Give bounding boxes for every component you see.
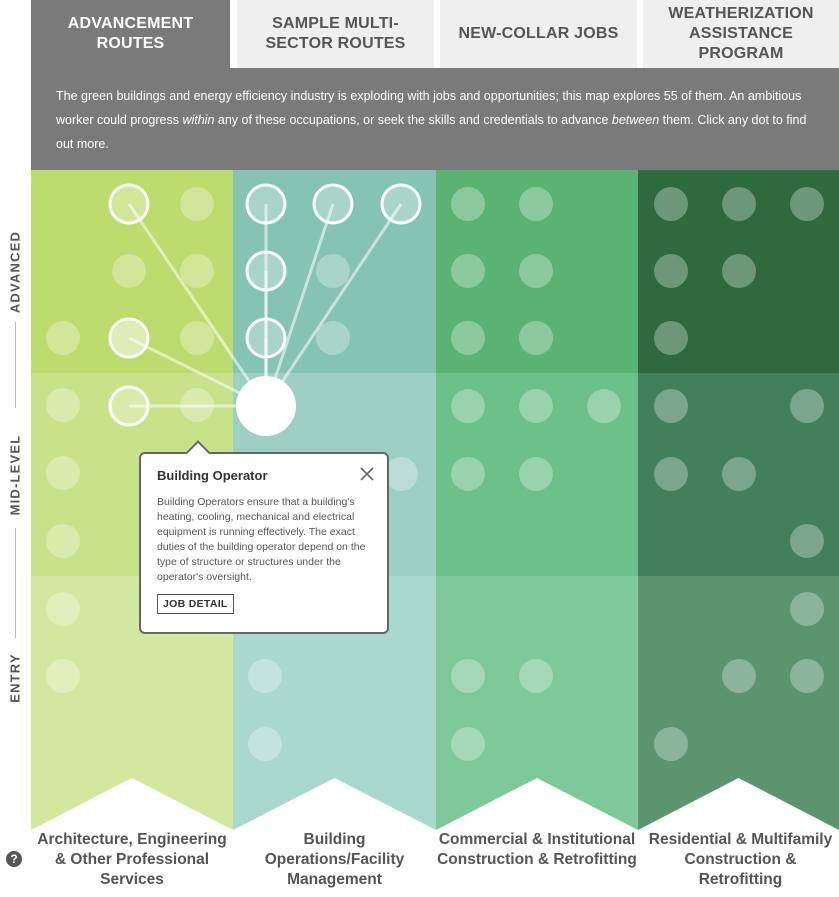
job-dot[interactable] (46, 388, 80, 422)
sector-column-residential-construction (638, 170, 839, 830)
route-connector (264, 203, 403, 407)
job-dot[interactable] (790, 592, 824, 626)
level-axis: ADVANCED MID-LEVEL ENTRY (0, 170, 31, 830)
column-notch (233, 778, 436, 830)
sector-label-residential-construction: Residential & Multifamily Construction &… (648, 831, 833, 888)
route-connector (127, 203, 268, 407)
job-dot[interactable] (654, 254, 688, 288)
job-dot[interactable] (790, 389, 824, 423)
job-dot[interactable] (519, 187, 553, 221)
tab-weatherization-assistance-program[interactable]: WEATHERIZATION ASSISTANCE PROGRAM (643, 0, 839, 68)
linked-job-dot[interactable] (245, 183, 287, 225)
sector-label-commercial-construction: Commercial & Institutional Construction … (437, 831, 637, 868)
column-notch (31, 778, 233, 830)
linked-job-dot[interactable] (108, 317, 150, 359)
popup-title: Building Operator (157, 468, 268, 483)
job-dot[interactable] (654, 457, 688, 491)
job-dot[interactable] (519, 254, 553, 288)
level-label-advanced: ADVANCED (7, 230, 23, 314)
career-map-overlay (31, 183, 839, 830)
job-dot[interactable] (451, 457, 485, 491)
job-dot[interactable] (46, 659, 80, 693)
job-dot[interactable] (46, 592, 80, 626)
intro-part-2: any of these occupations, or seek the sk… (214, 113, 612, 127)
job-detail-button[interactable]: JOB DETAIL (157, 594, 234, 614)
level-label-entry: ENTRY (7, 653, 23, 703)
job-dot[interactable] (316, 321, 350, 355)
sector-label-architecture: Architecture, Engineering & Other Profes… (37, 831, 227, 888)
level-band (436, 170, 638, 373)
job-dot[interactable] (384, 457, 418, 491)
job-dot[interactable] (587, 389, 621, 423)
job-dot[interactable] (451, 187, 485, 221)
level-divider (15, 528, 16, 638)
level-label-mid: MID-LEVEL (7, 434, 23, 516)
column-notch (436, 778, 638, 830)
job-dot[interactable] (722, 659, 756, 693)
job-dot[interactable] (451, 254, 485, 288)
job-dot[interactable] (46, 456, 80, 490)
intro-emphasis-between: between (611, 113, 660, 127)
job-dot[interactable] (248, 727, 282, 761)
linked-job-dot[interactable] (108, 385, 150, 427)
job-dot[interactable] (451, 321, 485, 355)
job-dot[interactable] (722, 187, 756, 221)
job-dot[interactable] (180, 321, 214, 355)
popup-description: Building Operators ensure that a buildin… (157, 496, 366, 583)
intro-text: The green buildings and energy efficienc… (31, 68, 839, 170)
sector-label-building-operations: Building Operations/Facility Management (264, 831, 405, 888)
level-band (638, 373, 839, 576)
job-dot[interactable] (519, 659, 553, 693)
job-dot[interactable] (722, 457, 756, 491)
selected-job-dot[interactable] (236, 376, 296, 436)
question-icon[interactable]: ? (6, 851, 22, 867)
job-dot[interactable] (790, 659, 824, 693)
level-band (638, 170, 839, 373)
intro-part-1: The green buildings and energy efficienc… (56, 89, 802, 127)
job-dot[interactable] (722, 254, 756, 288)
linked-job-dot[interactable] (312, 183, 354, 225)
job-dot[interactable] (654, 389, 688, 423)
level-divider (15, 322, 16, 408)
job-dot[interactable] (46, 524, 80, 558)
job-dot[interactable] (790, 524, 824, 558)
job-dot[interactable] (654, 727, 688, 761)
tab-new-collar-jobs[interactable]: NEW-COLLAR JOBS (440, 0, 637, 68)
tab-sample-multi-sector-routes[interactable]: SAMPLE MULTI-SECTOR ROUTES (237, 0, 434, 68)
job-dot[interactable] (654, 321, 688, 355)
linked-job-dot[interactable] (245, 317, 287, 359)
job-popup: Building Operator Building Operators ens… (139, 440, 389, 634)
job-dot[interactable] (316, 254, 350, 288)
job-dot[interactable] (451, 659, 485, 693)
job-dot[interactable] (46, 321, 80, 355)
job-dot[interactable] (519, 389, 553, 423)
column-notch (638, 778, 839, 830)
route-connector (264, 203, 335, 407)
linked-job-dot[interactable] (380, 183, 422, 225)
linked-job-dot[interactable] (108, 183, 150, 225)
job-dot[interactable] (451, 389, 485, 423)
job-dot[interactable] (519, 321, 553, 355)
job-dot[interactable] (180, 254, 214, 288)
linked-job-dot[interactable] (245, 250, 287, 292)
close-icon[interactable] (359, 466, 375, 482)
intro-part-3: them. Click any dot to find out more. (56, 113, 807, 151)
job-dot[interactable] (248, 659, 282, 693)
job-dot[interactable] (180, 187, 214, 221)
level-band (436, 373, 638, 576)
tab-bar: ADVANCEMENT ROUTES SAMPLE MULTI-SECTOR R… (31, 0, 839, 68)
tab-advancement-routes[interactable]: ADVANCEMENT ROUTES (31, 0, 230, 68)
intro-emphasis-within: within (182, 113, 215, 127)
job-dot[interactable] (112, 254, 146, 288)
job-dot[interactable] (790, 187, 824, 221)
job-dot[interactable] (654, 187, 688, 221)
job-dot[interactable] (519, 457, 553, 491)
job-dot[interactable] (451, 727, 485, 761)
